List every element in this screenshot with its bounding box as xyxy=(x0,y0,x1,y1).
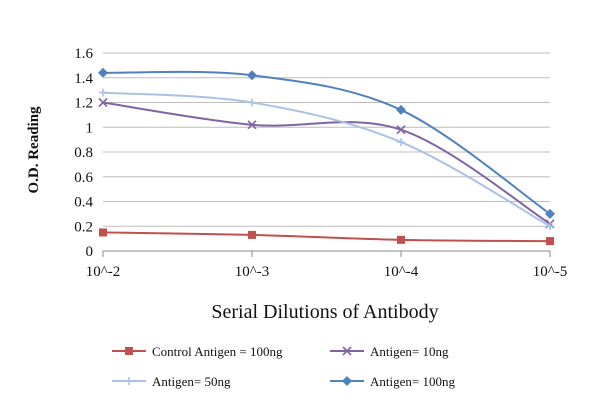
legend-marker xyxy=(342,376,352,386)
legend-label: Control Antigen = 100ng xyxy=(152,344,283,359)
x-axis-ticks: 10^-2 10^-3 10^-4 10^-5 xyxy=(86,251,568,280)
x-axis-title: Serial Dilutions of Antibody xyxy=(211,301,438,323)
series-line xyxy=(102,70,551,215)
y-tick-label: 0 xyxy=(86,244,94,260)
series-line xyxy=(102,231,551,243)
x-tick-label: 10^-3 xyxy=(235,264,270,280)
legend-marker xyxy=(342,346,352,356)
legend: Control Antigen = 100ng Antigen= 10ng Anti… xyxy=(112,344,455,389)
series-line xyxy=(102,91,551,228)
legend-marker xyxy=(125,347,133,355)
data-point xyxy=(247,70,257,81)
y-tick-label: 0.2 xyxy=(74,219,93,235)
data-point xyxy=(397,235,405,244)
data-point xyxy=(98,97,108,108)
data-point xyxy=(247,120,257,130)
series-4 xyxy=(98,67,555,219)
series-3 xyxy=(99,88,554,231)
data-point xyxy=(545,208,555,219)
legend-item: Antigen= 50ng xyxy=(112,374,231,389)
series-group xyxy=(98,67,555,246)
gridlines xyxy=(103,52,550,252)
data-point xyxy=(397,138,405,147)
legend-item: Antigen= 10ng xyxy=(330,344,449,359)
legend-item: Antigen= 100ng xyxy=(330,374,455,389)
x-tick-label: 10^-2 xyxy=(86,264,121,280)
data-point xyxy=(546,237,554,246)
data-point xyxy=(546,222,554,231)
data-point xyxy=(248,98,256,107)
y-tick-label: 0.4 xyxy=(74,195,93,211)
series-1 xyxy=(99,228,554,246)
data-point xyxy=(99,228,107,237)
y-tick-label: 1.4 xyxy=(74,71,93,87)
x-tick-label: 10^-5 xyxy=(533,264,568,280)
x-tick-label: 10^-4 xyxy=(384,264,419,280)
legend-label: Antigen= 10ng xyxy=(370,344,449,359)
y-tick-label: 1 xyxy=(86,120,94,136)
data-point xyxy=(99,88,107,97)
data-point xyxy=(98,67,108,78)
y-tick-label: 0.8 xyxy=(74,145,93,161)
data-point xyxy=(248,230,256,239)
legend-item: Control Antigen = 100ng xyxy=(112,344,283,359)
y-axis-title: O.D. Reading xyxy=(26,106,42,194)
y-tick-label: 1.2 xyxy=(74,96,93,112)
series-line xyxy=(102,101,551,225)
y-axis-ticks: 0 0.2 0.4 0.6 0.8 1 1.2 1.4 1.6 xyxy=(74,46,93,260)
legend-label: Antigen= 100ng xyxy=(370,374,455,389)
data-point xyxy=(396,104,406,115)
legend-marker xyxy=(125,377,133,385)
y-tick-label: 0.6 xyxy=(74,170,93,186)
data-point xyxy=(396,125,406,135)
y-tick-label: 1.6 xyxy=(74,46,93,62)
legend-label: Antigen= 50ng xyxy=(152,374,231,389)
